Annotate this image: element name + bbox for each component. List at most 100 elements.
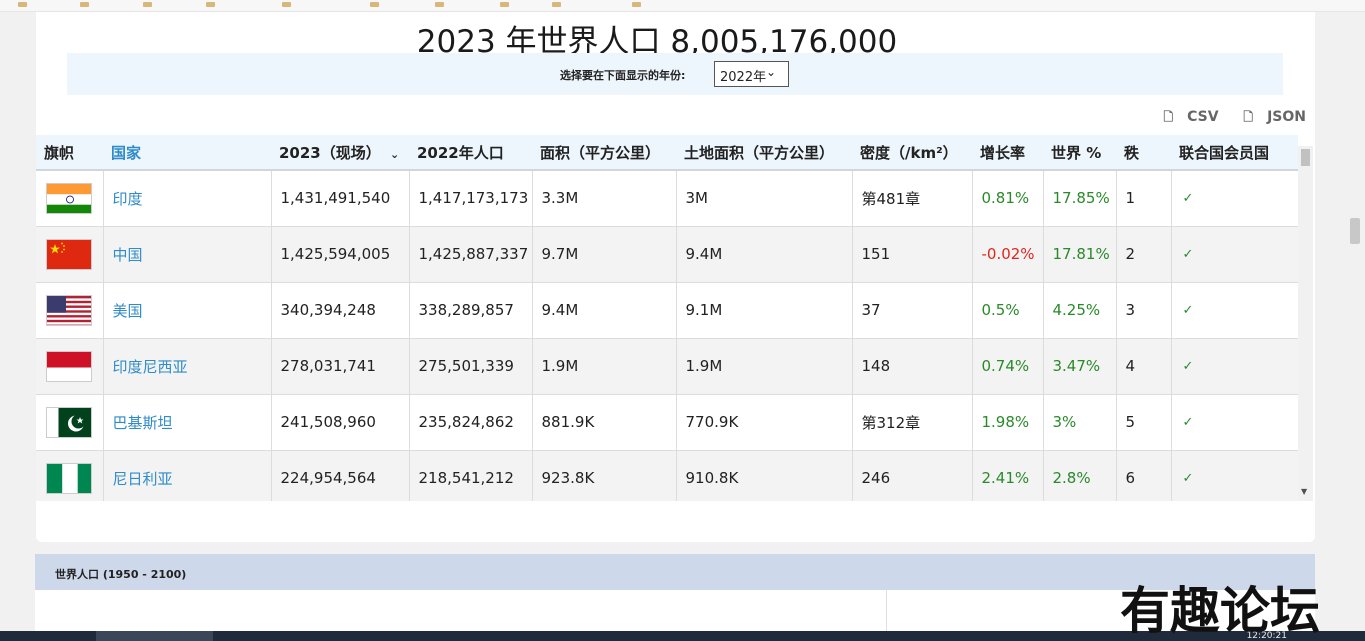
- area-cell: 9.7M: [532, 226, 677, 283]
- year-selector-bar: 选择要在下面显示的年份: 2022年 ⌄: [67, 53, 1283, 95]
- country-cell[interactable]: 印度: [103, 170, 272, 227]
- header-rank[interactable]: 秩: [1116, 135, 1171, 171]
- growth-cell: 1.98%: [972, 394, 1044, 451]
- table-row: 美国 340,394,248 338,289,857 9.4M 9.1M 37 …: [36, 282, 1298, 339]
- header-pop2022[interactable]: 2022年人口: [409, 135, 532, 171]
- json-export-label: JSON: [1267, 109, 1306, 125]
- country-cell[interactable]: 中国: [103, 226, 272, 283]
- rank-cell: 5: [1116, 394, 1172, 451]
- pop2023-cell: 278,031,741: [271, 338, 410, 395]
- world-pct-cell: 3%: [1043, 394, 1117, 451]
- usa-flag-icon: [46, 294, 92, 326]
- country-cell[interactable]: 美国: [103, 282, 272, 339]
- header-area[interactable]: 面积（平方公里）: [532, 135, 676, 171]
- growth-cell: -0.02%: [972, 226, 1044, 283]
- china-flag-icon: [46, 238, 92, 270]
- population-table-container: 旗帜 国家 2023（现场） ⌄ 2022年人口 面积（平方公里） 土地面积（平…: [36, 135, 1298, 501]
- flag-cell: [36, 226, 104, 283]
- density-cell: 第312章: [852, 394, 973, 451]
- world-population-panel-body: [35, 590, 1315, 631]
- density-cell: 37: [852, 282, 973, 339]
- flag-cell: [36, 450, 104, 501]
- table-scrollbar[interactable]: ▼: [1298, 146, 1313, 501]
- world-population-panel-header: 世界人口 (1950 - 2100): [35, 554, 1315, 590]
- browser-bookmark-strip: [0, 0, 1365, 12]
- world-pct-cell: 17.85%: [1043, 170, 1117, 227]
- pakistan-flag-icon: [46, 406, 92, 438]
- json-export-link[interactable]: 🗋 JSON: [1233, 109, 1306, 125]
- world-pct-cell: 17.81%: [1043, 226, 1117, 283]
- country-cell[interactable]: 巴基斯坦: [103, 394, 272, 451]
- pop2022-cell: 338,289,857: [409, 282, 533, 339]
- csv-export-label: CSV: [1187, 109, 1219, 125]
- page-scrollbar-thumb[interactable]: [1350, 218, 1360, 244]
- growth-cell: 2.41%: [972, 450, 1044, 501]
- table-row: 印度尼西亚 278,031,741 275,501,339 1.9M 1.9M …: [36, 338, 1298, 395]
- check-icon: ✓: [1171, 394, 1298, 451]
- csv-export-link[interactable]: 🗋 CSV: [1153, 109, 1218, 125]
- panel-divider: [886, 590, 887, 631]
- nigeria-flag-icon: [46, 462, 92, 494]
- rank-cell: 3: [1116, 282, 1172, 339]
- header-land-area[interactable]: 土地面积（平方公里）: [676, 135, 852, 171]
- export-links: 🗋 CSV 🗋 JSON: [1143, 108, 1306, 129]
- flag-cell: [36, 282, 104, 339]
- table-row: 中国 1,425,594,005 1,425,887,337 9.7M 9.4M…: [36, 226, 1298, 283]
- flag-cell: [36, 170, 104, 227]
- land-area-cell: 1.9M: [676, 338, 853, 395]
- pop2022-cell: 275,501,339: [409, 338, 533, 395]
- country-cell[interactable]: 印度尼西亚: [103, 338, 272, 395]
- indonesia-flag-icon: [46, 350, 92, 382]
- taskbar-active-item[interactable]: [96, 631, 213, 641]
- land-area-cell: 910.8K: [676, 450, 853, 501]
- header-flag[interactable]: 旗帜: [36, 135, 103, 171]
- growth-cell: 0.74%: [972, 338, 1044, 395]
- file-icon: 🗋: [1163, 110, 1174, 124]
- header-growth[interactable]: 增长率: [972, 135, 1043, 171]
- area-cell: 1.9M: [532, 338, 677, 395]
- year-select-value: 2022年: [720, 70, 767, 85]
- land-area-cell: 3M: [676, 170, 853, 227]
- scroll-down-arrow-icon[interactable]: ▼: [1301, 487, 1308, 496]
- file-icon: 🗋: [1243, 110, 1254, 124]
- table-scrollbar-thumb[interactable]: [1301, 149, 1310, 166]
- world-pct-cell: 2.8%: [1043, 450, 1117, 501]
- check-icon: ✓: [1171, 450, 1298, 501]
- country-cell[interactable]: 尼日利亚: [103, 450, 272, 501]
- table-header-row: 旗帜 国家 2023（现场） ⌄ 2022年人口 面积（平方公里） 土地面积（平…: [36, 135, 1298, 171]
- area-cell: 9.4M: [532, 282, 677, 339]
- year-select[interactable]: 2022年 ⌄: [714, 61, 789, 87]
- sort-down-icon: ⌄: [389, 147, 400, 161]
- check-icon: ✓: [1171, 338, 1298, 395]
- header-world-pct[interactable]: 世界 %: [1043, 135, 1116, 171]
- land-area-cell: 770.9K: [676, 394, 853, 451]
- pop2023-cell: 1,431,491,540: [271, 170, 410, 227]
- header-country[interactable]: 国家: [103, 135, 271, 171]
- pop2023-cell: 241,508,960: [271, 394, 410, 451]
- watermark-text: 有趣论坛: [1120, 581, 1320, 640]
- density-cell: 151: [852, 226, 973, 283]
- pop2023-cell: 1,425,594,005: [271, 226, 410, 283]
- header-un-member[interactable]: 联合国会员国: [1171, 135, 1298, 171]
- density-cell: 246: [852, 450, 973, 501]
- world-pct-cell: 4.25%: [1043, 282, 1117, 339]
- pop2023-cell: 224,954,564: [271, 450, 410, 501]
- pop2022-cell: 218,541,212: [409, 450, 533, 501]
- growth-cell: 0.5%: [972, 282, 1044, 339]
- growth-cell: 0.81%: [972, 170, 1044, 227]
- header-pop2023[interactable]: 2023（现场） ⌄: [271, 135, 409, 171]
- world-pct-cell: 3.47%: [1043, 338, 1117, 395]
- land-area-cell: 9.1M: [676, 282, 853, 339]
- panel-title: 世界人口 (1950 - 2100): [55, 568, 187, 581]
- pop2023-cell: 340,394,248: [271, 282, 410, 339]
- chevron-down-icon: ⌄: [765, 65, 776, 79]
- flag-cell: [36, 338, 104, 395]
- flag-cell: [36, 394, 104, 451]
- table-row: 印度 1,431,491,540 1,417,173,173 3.3M 3M 第…: [36, 170, 1298, 227]
- check-icon: ✓: [1171, 226, 1298, 283]
- os-taskbar: 12:20:21: [0, 631, 1365, 641]
- density-cell: 148: [852, 338, 973, 395]
- density-cell: 第481章: [852, 170, 973, 227]
- check-icon: ✓: [1171, 170, 1298, 227]
- header-density[interactable]: 密度（/km²）: [852, 135, 972, 171]
